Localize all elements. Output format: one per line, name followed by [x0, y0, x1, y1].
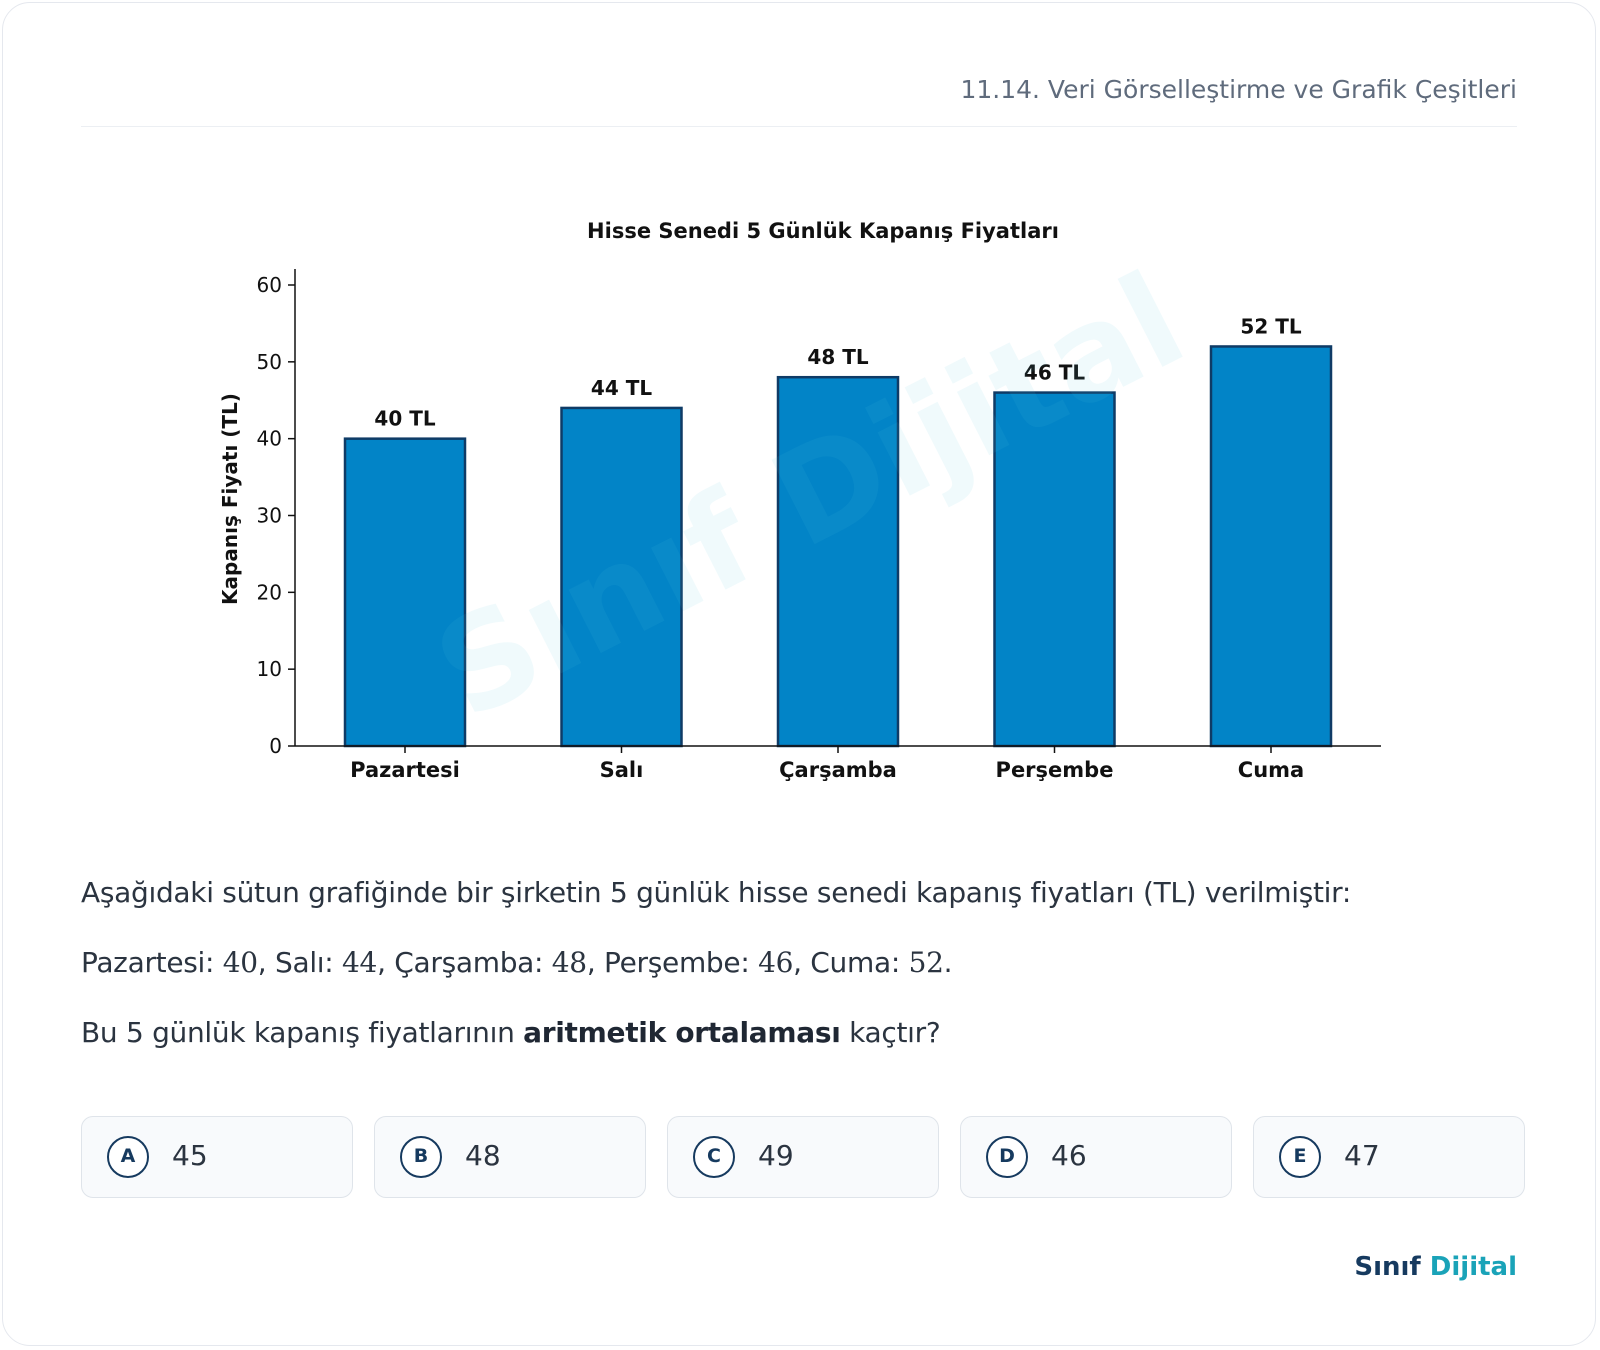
- bar-chart: Hisse Senedi 5 Günlük Kapanış Fiyatları …: [218, 219, 1381, 782]
- bar-data-label: 44 TL: [591, 376, 652, 400]
- y-tick-label: 40: [257, 427, 282, 451]
- brand-part1: Sınıf: [1354, 1252, 1421, 1282]
- ask-suffix: kaçtır?: [840, 1016, 941, 1049]
- value-wednesday: 48: [551, 946, 587, 979]
- option-value: 45: [172, 1139, 208, 1172]
- header-divider: [81, 126, 1517, 127]
- label-tuesday: , Salı:: [257, 946, 343, 979]
- option-letter-badge: C: [693, 1136, 735, 1178]
- y-tick-label: 10: [257, 657, 282, 681]
- x-tick-label: Perşembe: [996, 758, 1114, 782]
- option-letter-badge: D: [986, 1136, 1028, 1178]
- x-tick-label: Çarşamba: [779, 758, 897, 782]
- bar: [776, 375, 900, 748]
- option-e[interactable]: E 47: [1253, 1116, 1525, 1198]
- bar-data-label: 48 TL: [807, 345, 868, 369]
- question-ask: Bu 5 günlük kapanış fiyatlarının aritmet…: [81, 1016, 941, 1049]
- x-tick-label: Cuma: [1238, 758, 1304, 782]
- label-friday: , Cuma:: [793, 946, 909, 979]
- value-thursday: 46: [758, 946, 794, 979]
- option-value: 47: [1344, 1139, 1380, 1172]
- option-c[interactable]: C 49: [667, 1116, 939, 1198]
- y-tick-label: 0: [269, 734, 282, 758]
- option-letter-badge: B: [400, 1136, 442, 1178]
- label-monday: Pazartesi:: [81, 946, 223, 979]
- ask-prefix: Bu 5 günlük kapanış fiyatlarının: [81, 1016, 524, 1049]
- question-data-line: Pazartesi: 40, Salı: 44, Çarşamba: 48, P…: [81, 946, 952, 979]
- ask-emphasis: aritmetik ortalaması: [523, 1016, 841, 1049]
- topic-title: 11.14. Veri Görselleştirme ve Grafik Çeş…: [960, 75, 1517, 104]
- bar: [560, 406, 683, 748]
- chart-title: Hisse Senedi 5 Günlük Kapanış Fiyatları: [587, 219, 1059, 243]
- bar: [993, 391, 1116, 748]
- option-b[interactable]: B 48: [374, 1116, 646, 1198]
- brand-part2: Dijital: [1429, 1252, 1517, 1282]
- y-tick-label: 30: [257, 504, 282, 528]
- y-tick-label: 60: [257, 273, 282, 297]
- bar-data-label: 40 TL: [374, 407, 435, 431]
- question-intro: Aşağıdaki sütun grafiğinde bir şirketin …: [81, 876, 1352, 909]
- label-thursday: , Perşembe:: [586, 946, 759, 979]
- option-d[interactable]: D 46: [960, 1116, 1232, 1198]
- option-value: 46: [1051, 1139, 1087, 1172]
- option-value: 48: [465, 1139, 501, 1172]
- value-tuesday: 44: [342, 946, 378, 979]
- option-a[interactable]: A 45: [81, 1116, 353, 1198]
- bar: [343, 437, 467, 748]
- bar-data-label: 46 TL: [1024, 361, 1085, 385]
- bars-group: 40 TL 44 TL 48 TL 46 TL 52 TL: [343, 314, 1333, 748]
- value-friday: 52: [908, 946, 944, 979]
- label-wednesday: , Çarşamba:: [377, 946, 552, 979]
- value-monday: 40: [222, 946, 258, 979]
- x-tick-label: Pazartesi: [350, 758, 460, 782]
- option-letter-badge: A: [107, 1136, 149, 1178]
- option-letter-badge: E: [1279, 1136, 1321, 1178]
- y-axis-label: Kapanış Fiyatı (TL): [218, 393, 242, 605]
- y-tick-label: 20: [257, 580, 282, 604]
- bar-data-label: 52 TL: [1240, 314, 1301, 338]
- answer-options: A 45 B 48 C 49 D 46 E 47: [81, 1116, 1525, 1200]
- option-value: 49: [758, 1139, 794, 1172]
- data-line-end: .: [943, 946, 953, 979]
- x-tick-label: Salı: [600, 758, 644, 782]
- brand-logo: Sınıf Dijital: [1354, 1252, 1517, 1282]
- axes-group: 0 10 20 30 40 50 60 Pazartesi Salı Çarşamba Perşem…: [257, 269, 1381, 782]
- y-tick-label: 50: [257, 350, 282, 374]
- bar: [1209, 345, 1333, 748]
